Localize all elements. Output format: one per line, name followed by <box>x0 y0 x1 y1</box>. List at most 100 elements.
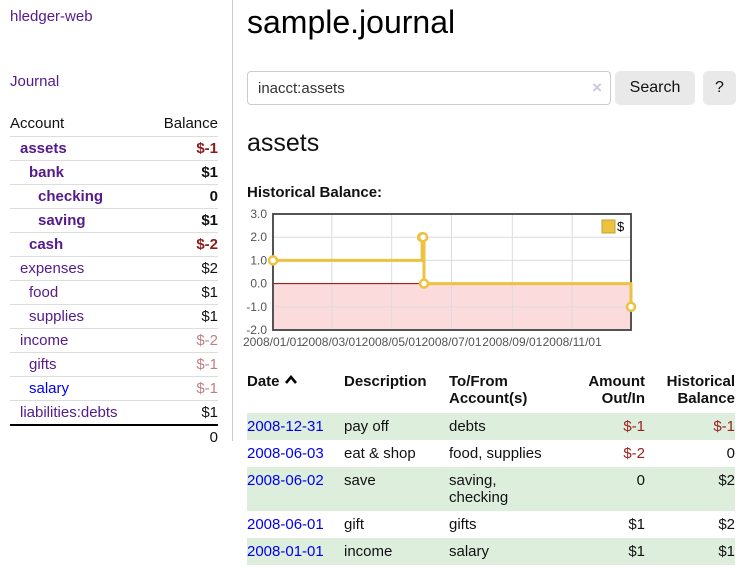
transaction-amount: 0 <box>636 472 645 489</box>
transaction-amount: $1 <box>628 516 645 533</box>
account-link[interactable]: income <box>20 332 69 349</box>
transaction-date-link[interactable]: 2008-01-01 <box>247 543 324 560</box>
transaction-description: pay off <box>344 418 389 435</box>
account-link[interactable]: saving <box>38 212 86 229</box>
account-row: food $1 <box>10 280 218 305</box>
account-link[interactable]: gifts <box>29 356 57 373</box>
account-balance: $2 <box>148 256 218 281</box>
accounts-header-row: Account Balance <box>10 112 218 137</box>
account-row: bank $1 <box>10 160 218 185</box>
date-column-header[interactable]: Date <box>247 371 344 413</box>
transaction-description: save <box>344 472 376 489</box>
account-link[interactable]: expenses <box>20 260 85 277</box>
account-row: saving $1 <box>10 208 218 233</box>
svg-text:2008/05/01: 2008/05/01 <box>362 335 422 349</box>
register-row: 2008-06-01 gift gifts $1 $2 <box>247 511 735 538</box>
balance-column-header-register: Historical Balance <box>666 373 735 407</box>
register-header-row: Date Description To/From Account(s) Amou… <box>247 371 735 413</box>
svg-text:2008/07/01: 2008/07/01 <box>421 335 481 349</box>
account-row: income $-2 <box>10 328 218 353</box>
transaction-description: eat & shop <box>344 445 416 462</box>
svg-text:0.0: 0.0 <box>250 277 267 291</box>
transaction-description: gift <box>344 516 365 533</box>
account-column-header: Account <box>10 112 149 137</box>
svg-text:2008/01/01: 2008/01/01 <box>243 335 303 349</box>
account-balance: 0 <box>148 184 218 209</box>
accounts-table-body: assets $-1 bank $1 checking 0 saving $1 … <box>10 136 218 449</box>
svg-text:-1.0: -1.0 <box>246 300 267 314</box>
account-row: cash $-2 <box>10 232 218 257</box>
svg-text:-2.0: -2.0 <box>246 323 267 337</box>
svg-text:2008/09/01: 2008/09/01 <box>482 335 542 349</box>
transaction-accounts: food, supplies <box>449 445 542 462</box>
account-link[interactable]: supplies <box>29 308 85 325</box>
main-content: sample.journal × Search ? assets Histori… <box>243 0 742 565</box>
account-row: supplies $1 <box>10 304 218 329</box>
balance-column-header: Balance <box>148 112 218 137</box>
account-link[interactable]: bank <box>29 164 65 181</box>
account-balance: $-1 <box>148 352 218 377</box>
chart-svg: $3.0 2.0 1.0 0.0 -1.0 -2.02008/01/012008/03/0… <box>243 207 637 349</box>
accounts-table: Account Balance assets $-1 bank $1 check… <box>10 112 218 449</box>
search-button[interactable]: Search <box>615 71 695 105</box>
account-link[interactable]: cash <box>29 236 64 253</box>
transaction-date-link[interactable]: 2008-12-31 <box>247 418 324 435</box>
transaction-description: income <box>344 543 393 560</box>
transaction-date-link[interactable]: 2008-06-03 <box>247 445 324 462</box>
account-row: salary $-1 <box>10 376 218 401</box>
transaction-balance: $-1 <box>713 418 735 435</box>
help-button[interactable]: ? <box>703 71 736 105</box>
account-link[interactable]: salary <box>29 380 70 397</box>
search-input[interactable] <box>247 71 611 105</box>
search-form: × Search ? <box>247 71 742 105</box>
account-balance: $-1 <box>148 136 218 161</box>
register-row: 2008-12-31 pay off debts $-1 $-1 <box>247 413 735 440</box>
transaction-accounts: gifts <box>449 516 477 533</box>
sidebar-item-journal[interactable]: Journal <box>10 73 60 90</box>
register-row: 2008-06-02 save saving, checking 0 $2 <box>247 467 735 511</box>
account-balance: $-2 <box>148 232 218 257</box>
account-row: gifts $-1 <box>10 352 218 377</box>
transaction-balance: $1 <box>718 543 735 560</box>
account-link[interactable]: checking <box>38 188 104 205</box>
svg-text:3.0: 3.0 <box>250 208 267 221</box>
transaction-balance: $2 <box>718 516 735 533</box>
register-table-body: 2008-12-31 pay off debts $-1 $-1 2008-06… <box>247 413 735 565</box>
transaction-date-link[interactable]: 2008-06-02 <box>247 472 324 489</box>
svg-text:1.0: 1.0 <box>250 253 267 267</box>
page-title: sample.journal <box>247 4 456 40</box>
account-balance: $-2 <box>148 328 218 353</box>
account-link[interactable]: food <box>29 284 59 301</box>
amount-column-header: Amount Out/In <box>588 373 645 407</box>
register-table: Date Description To/From Account(s) Amou… <box>247 371 735 565</box>
transaction-date-link[interactable]: 2008-06-01 <box>247 516 324 533</box>
account-row: checking 0 <box>10 184 218 209</box>
transaction-amount: $1 <box>628 543 645 560</box>
transaction-accounts: salary <box>449 543 490 560</box>
clear-search-icon[interactable]: × <box>592 78 602 97</box>
historical-balance-chart: $3.0 2.0 1.0 0.0 -1.0 -2.0 2008/01/01 2008/03/0… <box>243 207 742 359</box>
account-link[interactable]: assets <box>20 140 67 157</box>
sort-ascending-icon <box>284 375 297 384</box>
svg-text:$: $ <box>617 219 625 234</box>
account-balance: $1 <box>148 160 218 185</box>
transaction-accounts: saving, checking <box>449 472 509 506</box>
account-balance: $-1 <box>148 376 218 401</box>
account-link[interactable]: liabilities:debts <box>20 404 118 421</box>
transaction-balance: $2 <box>718 472 735 489</box>
accounts-total: 0 <box>148 424 218 449</box>
accounts-total-row: 0 <box>10 424 218 449</box>
account-balance: $1 <box>148 280 218 305</box>
transaction-balance: 0 <box>726 445 735 462</box>
accounts-column-header: To/From Account(s) <box>449 373 528 407</box>
register-row: 2008-01-01 income salary $1 $1 <box>247 538 735 565</box>
app-title-link[interactable]: hledger-web <box>10 8 93 25</box>
account-row: assets $-1 <box>10 136 218 161</box>
svg-text:2008/11/01: 2008/11/01 <box>543 335 602 349</box>
transaction-amount: $-1 <box>623 418 645 435</box>
account-balance: $1 <box>148 208 218 233</box>
account-balance: $1 <box>148 304 218 329</box>
account-row: liabilities:debts $1 <box>10 401 218 426</box>
account-row: expenses $2 <box>10 256 218 281</box>
transaction-accounts: debts <box>449 418 486 435</box>
